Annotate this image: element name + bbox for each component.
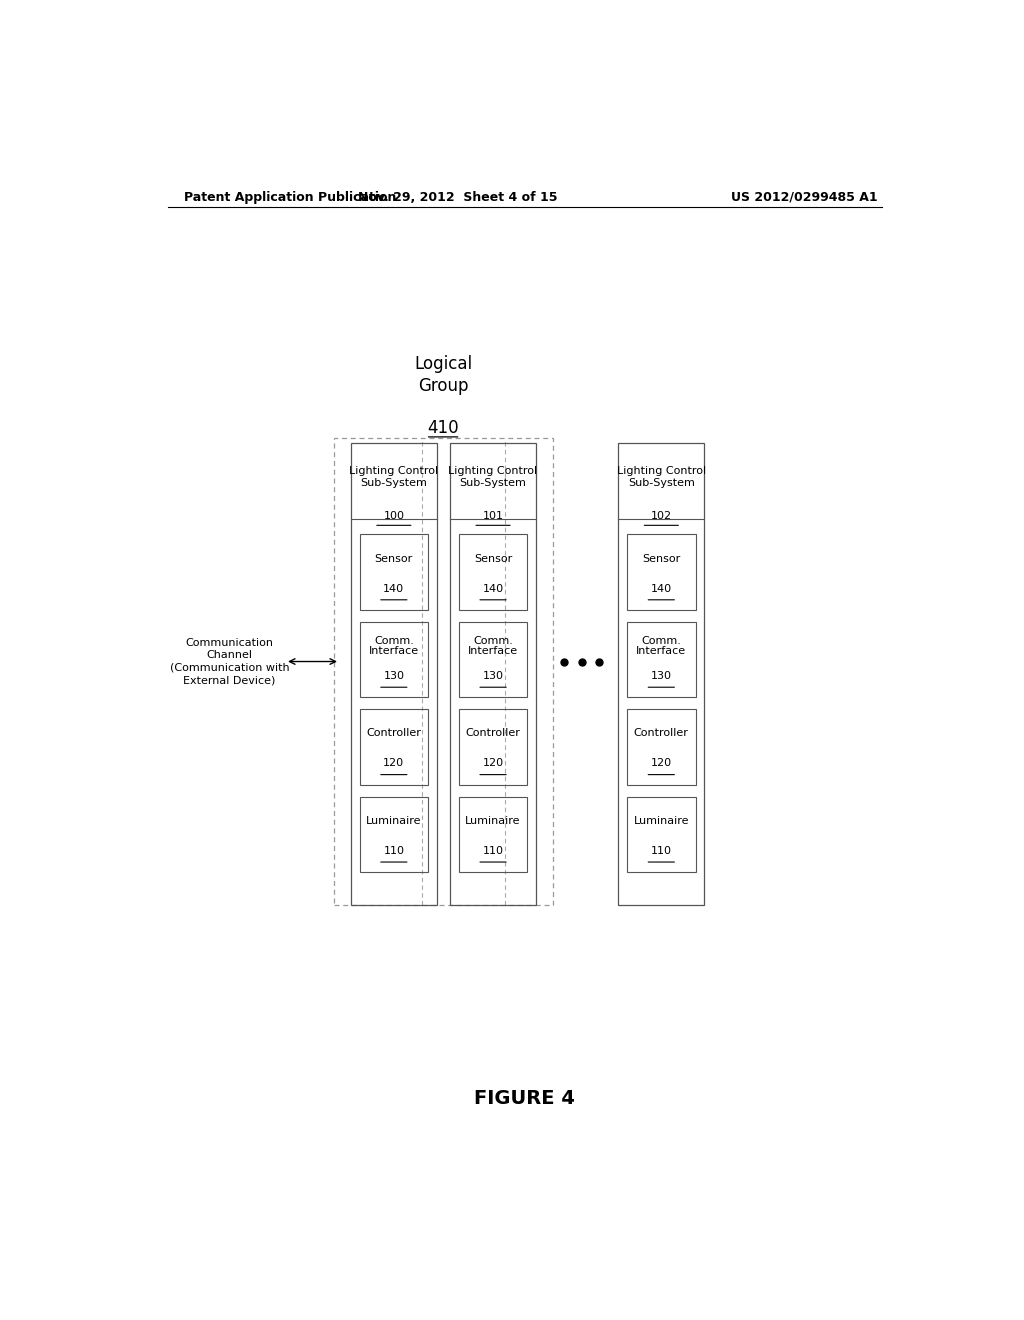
Bar (618, 444, 705, 906)
Text: Luminaire: Luminaire (367, 816, 422, 826)
Text: 100: 100 (383, 511, 404, 521)
Bar (351, 444, 436, 906)
Text: 102: 102 (650, 511, 672, 521)
Text: Logical
Group: Logical Group (414, 355, 472, 395)
Text: Patent Application Publication: Patent Application Publication (183, 190, 396, 203)
Text: 140: 140 (482, 583, 504, 594)
Text: Nov. 29, 2012  Sheet 4 of 15: Nov. 29, 2012 Sheet 4 of 15 (357, 190, 557, 203)
Text: Controller: Controller (367, 729, 421, 738)
Bar (627, 622, 695, 697)
Bar (451, 444, 536, 906)
Text: US 2012/0299485 A1: US 2012/0299485 A1 (731, 190, 878, 203)
Text: 120: 120 (383, 759, 404, 768)
Text: 120: 120 (650, 759, 672, 768)
Text: Controller: Controller (634, 729, 689, 738)
Bar (627, 797, 695, 873)
Bar (359, 709, 428, 784)
Text: Lighting Control
Sub-System: Lighting Control Sub-System (449, 466, 538, 488)
Bar (627, 709, 695, 784)
Text: Lighting Control
Sub-System: Lighting Control Sub-System (616, 466, 706, 488)
Bar (627, 535, 695, 610)
Text: 130: 130 (651, 671, 672, 681)
Text: Sensor: Sensor (375, 553, 413, 564)
Text: Lighting Control
Sub-System: Lighting Control Sub-System (349, 466, 438, 488)
Bar (334, 438, 553, 906)
Bar (459, 797, 527, 873)
Bar (359, 622, 428, 697)
Text: Comm.
Interface: Comm. Interface (468, 635, 518, 656)
Text: 410: 410 (427, 418, 459, 437)
Text: Luminaire: Luminaire (465, 816, 521, 826)
Text: 130: 130 (383, 671, 404, 681)
Bar (459, 622, 527, 697)
Text: Sensor: Sensor (642, 553, 680, 564)
Text: Sensor: Sensor (474, 553, 512, 564)
Text: Comm.
Interface: Comm. Interface (636, 635, 686, 656)
Text: Comm.
Interface: Comm. Interface (369, 635, 419, 656)
Text: 110: 110 (651, 846, 672, 855)
Text: Luminaire: Luminaire (634, 816, 689, 826)
Bar (459, 535, 527, 610)
Text: Communication
Channel
(Communication with
External Device): Communication Channel (Communication wit… (170, 638, 290, 685)
Text: FIGURE 4: FIGURE 4 (474, 1089, 575, 1107)
Text: 110: 110 (383, 846, 404, 855)
Text: 130: 130 (482, 671, 504, 681)
Text: 140: 140 (383, 583, 404, 594)
Bar (359, 535, 428, 610)
Text: 101: 101 (482, 511, 504, 521)
Bar (359, 797, 428, 873)
Text: 140: 140 (650, 583, 672, 594)
Text: 110: 110 (482, 846, 504, 855)
Text: 120: 120 (482, 759, 504, 768)
Bar (459, 709, 527, 784)
Text: Controller: Controller (466, 729, 520, 738)
